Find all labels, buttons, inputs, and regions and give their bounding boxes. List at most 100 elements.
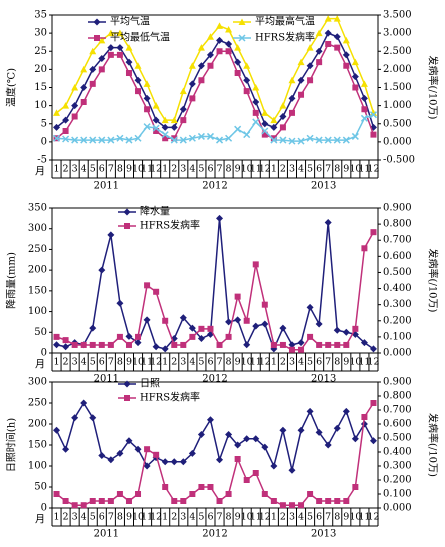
- marker: [234, 441, 242, 449]
- marker: [333, 33, 341, 41]
- y2-tick-label: 0.700: [383, 405, 412, 416]
- marker: [243, 62, 251, 69]
- marker: [307, 77, 314, 84]
- y-tick-label: 250: [28, 244, 47, 255]
- marker: [243, 477, 250, 483]
- marker: [252, 435, 260, 443]
- marker: [161, 123, 169, 131]
- x-tick-label: 9: [343, 512, 349, 523]
- x-tick-label: 8: [117, 512, 123, 523]
- marker: [189, 491, 196, 497]
- marker: [252, 261, 259, 268]
- x-tick-label: 6: [207, 164, 213, 175]
- x-tick-label: 12: [367, 512, 379, 523]
- marker: [306, 44, 314, 51]
- x-tick-label: 2: [63, 512, 69, 523]
- x-tick-label: 10: [132, 512, 144, 523]
- marker: [71, 414, 79, 422]
- x-tick-label: 11: [358, 512, 370, 523]
- marker: [279, 124, 286, 131]
- x-tick-label: 10: [241, 512, 253, 523]
- marker: [152, 343, 160, 351]
- x-axis-label: 月: [35, 359, 45, 371]
- x-tick-label: 8: [117, 357, 123, 368]
- marker: [143, 462, 151, 470]
- y2-tick-label: 1.500: [383, 82, 412, 93]
- marker: [98, 136, 106, 144]
- marker: [62, 343, 70, 351]
- x-tick-label: 4: [189, 164, 195, 175]
- marker: [298, 502, 305, 509]
- x-tick-label: 6: [99, 512, 105, 523]
- marker: [80, 99, 87, 105]
- marker: [116, 491, 123, 497]
- marker: [62, 498, 69, 504]
- marker: [152, 116, 160, 124]
- marker: [333, 15, 341, 22]
- marker: [62, 445, 70, 453]
- y-tick-label: 300: [28, 223, 47, 234]
- marker: [116, 29, 124, 37]
- x-tick-label: 3: [72, 164, 78, 175]
- marker: [370, 229, 377, 236]
- marker: [333, 424, 341, 432]
- y2-tick-label: 0.300: [383, 299, 412, 310]
- marker: [324, 15, 332, 22]
- x-tick-label: 12: [259, 357, 271, 368]
- y2-tick-label: 0.100: [383, 489, 412, 500]
- x-tick-label: 6: [207, 357, 213, 368]
- series-line: [56, 218, 374, 351]
- marker: [207, 484, 214, 490]
- x-tick-label: 9: [126, 357, 132, 368]
- marker: [80, 399, 88, 407]
- marker: [89, 80, 96, 87]
- marker: [98, 66, 105, 73]
- year-label: 2013: [311, 529, 336, 540]
- y-tick-label: 15: [34, 82, 47, 93]
- marker: [270, 498, 277, 504]
- x-tick-label: 11: [250, 512, 262, 523]
- marker: [297, 137, 305, 145]
- marker: [98, 55, 106, 62]
- marker: [125, 332, 133, 340]
- y2-tick-label: 0.600: [383, 251, 412, 262]
- y2-tick-label: 0.900: [383, 377, 412, 388]
- x-tick-label: 9: [343, 357, 349, 368]
- marker: [352, 325, 359, 332]
- marker: [189, 95, 196, 102]
- marker: [316, 341, 323, 348]
- series-line: [55, 401, 375, 471]
- marker: [162, 135, 169, 142]
- x-tick-label: 1: [271, 512, 277, 523]
- y-axis-label: 日照时间(h): [5, 418, 18, 472]
- marker: [125, 136, 133, 144]
- x-tick-label: 9: [235, 357, 241, 368]
- marker: [125, 341, 132, 348]
- marker: [252, 322, 260, 330]
- x-tick-label: 5: [198, 357, 204, 368]
- x-tick-label: 1: [162, 512, 168, 523]
- marker: [53, 341, 61, 349]
- marker: [298, 346, 305, 353]
- marker: [279, 341, 286, 348]
- legend-label: 平均气温: [110, 15, 150, 28]
- marker: [179, 87, 187, 95]
- y-tick-label: 20: [34, 64, 47, 75]
- marker: [98, 36, 106, 44]
- marker: [270, 136, 278, 144]
- y2-tick-label: 0.200: [383, 315, 412, 326]
- marker: [180, 498, 187, 504]
- marker: [80, 84, 88, 91]
- y-tick-label: 50: [34, 327, 47, 338]
- marker: [243, 341, 251, 349]
- legend-label: HFRS发病率: [255, 31, 315, 44]
- marker: [342, 328, 350, 336]
- marker: [361, 106, 368, 113]
- marker: [270, 341, 277, 348]
- marker: [206, 132, 215, 140]
- marker: [198, 325, 205, 332]
- marker: [189, 333, 196, 340]
- marker: [134, 134, 142, 142]
- marker: [53, 426, 61, 434]
- x-tick-label: 8: [226, 164, 232, 175]
